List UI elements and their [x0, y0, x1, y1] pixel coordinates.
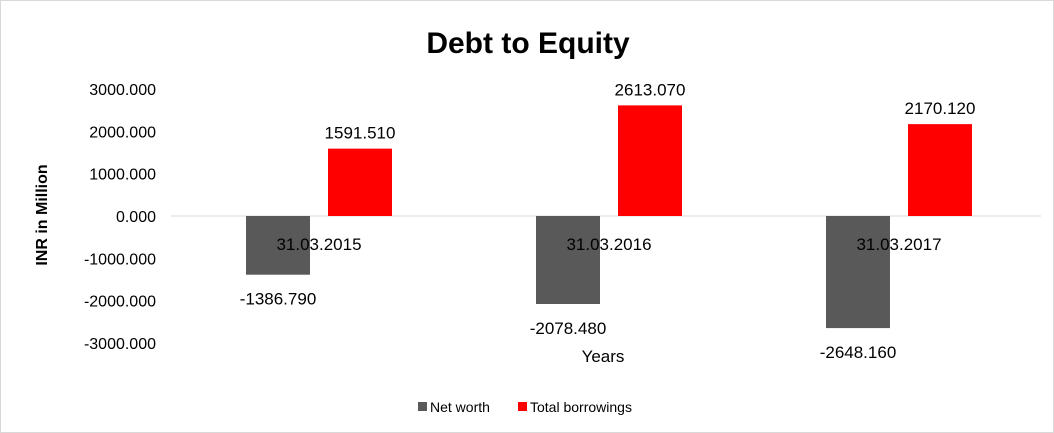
legend-swatch: [518, 402, 527, 411]
total-borrowings-data-label: 1591.510: [325, 124, 396, 143]
net-worth-bar: [536, 216, 600, 304]
y-tick-label: -2000.000: [84, 294, 156, 311]
chart-title: Debt to Equity: [426, 27, 630, 60]
y-axis: 3000.000 2000.000 1000.000 0.000 -1000.000 -2…: [84, 82, 156, 353]
net-worth-bar: [826, 216, 890, 329]
category-label: 31.03.2016: [566, 235, 651, 254]
legend-label: Total borrowings: [530, 399, 632, 415]
y-tick-label: 2000.000: [89, 124, 156, 141]
y-tick-label: -3000.000: [84, 336, 156, 353]
category-labels-group: 31.03.2015 31.03.2016 31.03.2017: [276, 235, 941, 254]
legend-label: Net worth: [430, 399, 490, 415]
total-borrowings-data-label: 2613.070: [615, 80, 686, 99]
net-worth-data-label: -1386.790: [240, 290, 317, 309]
total-borrowings-bar: [618, 105, 682, 216]
x-axis-title: Years: [582, 347, 625, 366]
category-label: 31.03.2017: [856, 235, 941, 254]
total-borrowings-bar: [328, 148, 392, 216]
category-label: 31.03.2015: [276, 235, 361, 254]
y-tick-label: 3000.000: [89, 82, 156, 99]
y-tick-label: 1000.000: [89, 167, 156, 184]
y-axis-title: INR in Million: [34, 164, 51, 265]
net-worth-bar: [246, 216, 310, 275]
legend: Net worth Total borrowings: [418, 399, 632, 415]
y-tick-label: -1000.000: [84, 251, 156, 268]
legend-swatch: [418, 402, 427, 411]
net-worth-data-label: -2648.160: [820, 343, 897, 362]
data-labels-group: -1386.790 1591.510 -2078.480 2613.070 -2648.…: [240, 80, 976, 362]
total-borrowings-data-label: 2170.120: [905, 99, 976, 118]
net-worth-data-label: -2078.480: [530, 319, 607, 338]
total-borrowings-bar: [908, 124, 972, 216]
bars-group: [246, 105, 972, 329]
y-tick-label: 0.000: [116, 209, 156, 226]
